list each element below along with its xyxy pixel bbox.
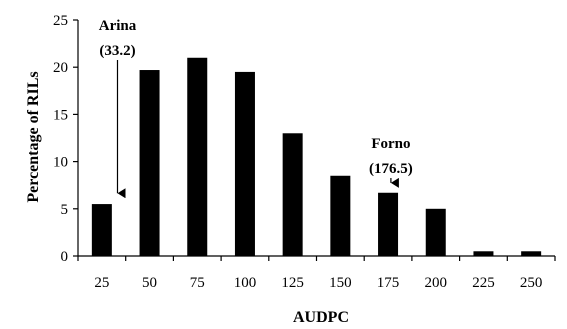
x-tick-label-100: 100 bbox=[234, 275, 257, 291]
annotation-value-1: (176.5) bbox=[369, 161, 413, 177]
bars-group bbox=[91, 57, 542, 257]
y-tick-label-10: 10 bbox=[53, 155, 68, 171]
bar-175 bbox=[378, 192, 399, 256]
y-tick-label-25: 25 bbox=[53, 13, 68, 29]
x-tick-label-125: 125 bbox=[281, 275, 304, 291]
bar-50 bbox=[139, 70, 160, 256]
x-tick-label-225: 225 bbox=[472, 275, 495, 291]
bar-125 bbox=[282, 133, 303, 256]
y-tick-label-5: 5 bbox=[61, 202, 69, 218]
x-tick-label-25: 25 bbox=[94, 275, 109, 291]
x-tick-label-200: 200 bbox=[425, 275, 448, 291]
bar-25 bbox=[91, 204, 112, 256]
y-tick-label-20: 20 bbox=[53, 60, 68, 76]
bar-225 bbox=[473, 251, 494, 256]
x-axis-ticks: 25 50 75 100 125 150 175 200 225 250 bbox=[77, 256, 556, 291]
y-tick-label-15: 15 bbox=[53, 107, 68, 123]
x-tick-label-150: 150 bbox=[329, 275, 352, 291]
x-axis-title: AUDPC bbox=[293, 309, 349, 326]
x-tick-label-50: 50 bbox=[142, 275, 157, 291]
y-tick-label-0: 0 bbox=[61, 249, 69, 265]
annotation-name-1: Forno bbox=[371, 136, 410, 152]
x-tick-label-250: 250 bbox=[520, 275, 543, 291]
annotation-value-0: (33.2) bbox=[99, 43, 135, 59]
y-axis-title: Percentage of RILs bbox=[25, 71, 42, 202]
x-tick-label-175: 175 bbox=[377, 275, 400, 291]
y-axis-ticks: 0 5 10 15 20 25 bbox=[53, 13, 78, 265]
annotation-name-0: Arina bbox=[99, 18, 137, 34]
x-tick-label-75: 75 bbox=[190, 275, 205, 291]
bar-100 bbox=[234, 71, 255, 256]
bar-75 bbox=[187, 57, 208, 257]
bar-250 bbox=[521, 251, 542, 256]
bar-200 bbox=[425, 208, 446, 256]
bar-150 bbox=[330, 175, 351, 256]
annotations-group: Arina (33.2) Forno (176.5) bbox=[99, 18, 413, 199]
